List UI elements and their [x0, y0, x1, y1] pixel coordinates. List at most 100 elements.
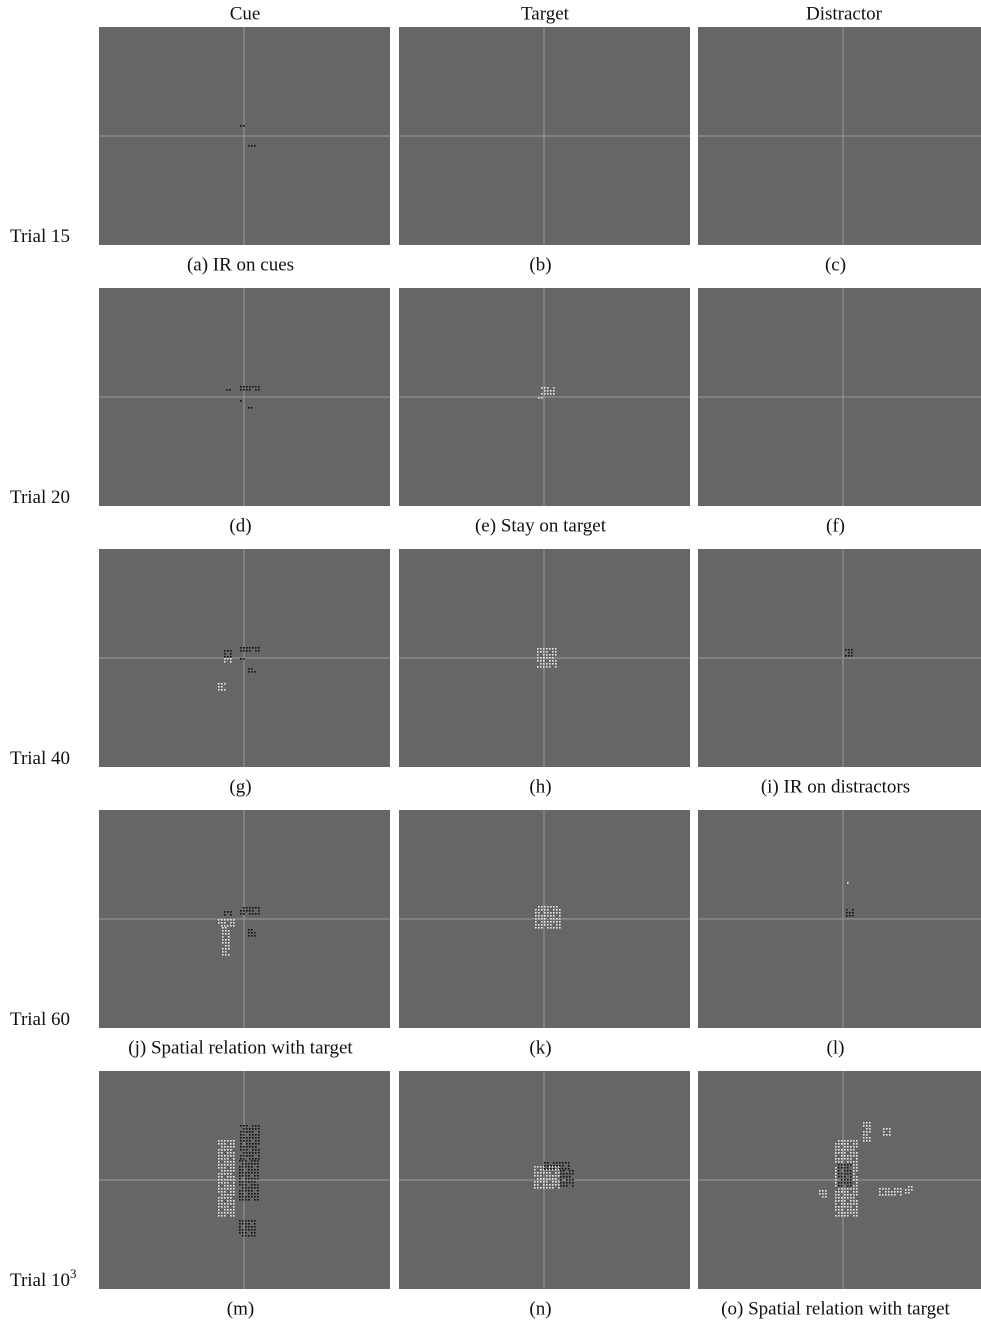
dot: [254, 1196, 256, 1198]
dot: [546, 1181, 548, 1183]
dot: [230, 1176, 232, 1178]
dot: [885, 1194, 887, 1196]
dot: [838, 1194, 840, 1196]
dot: [885, 1191, 887, 1193]
dot: [221, 1203, 223, 1205]
dot: [844, 1140, 846, 1142]
dot: [562, 1165, 564, 1167]
dot: [849, 912, 851, 914]
dot: [846, 912, 848, 914]
dot: [251, 668, 253, 670]
dot: [218, 1188, 220, 1190]
dot: [224, 1158, 226, 1160]
dot: [248, 1235, 250, 1237]
dot: [572, 1182, 574, 1184]
dot: [537, 1181, 539, 1183]
dot: [251, 671, 253, 673]
dot: [908, 1186, 910, 1188]
dot: [246, 650, 248, 652]
dot: [230, 650, 232, 652]
dot: [243, 1131, 245, 1133]
dot: [248, 1172, 250, 1174]
dot: [853, 1152, 855, 1154]
dot: [853, 1161, 855, 1163]
dot: [221, 1173, 223, 1175]
dot: [218, 1173, 220, 1175]
dot: [835, 1146, 837, 1148]
dot: [227, 1164, 229, 1166]
dot: [227, 1203, 229, 1205]
dot: [233, 1158, 235, 1160]
dot: [558, 1172, 560, 1174]
dot: [243, 1140, 245, 1142]
dot: [558, 1187, 560, 1189]
dot: [245, 1223, 247, 1225]
dot: [838, 1140, 840, 1142]
dot: [255, 1149, 257, 1151]
dot: [230, 1194, 232, 1196]
dot: [224, 1209, 226, 1211]
dot: [233, 1194, 235, 1196]
dot: [537, 1184, 539, 1186]
dot: [822, 1193, 824, 1195]
dot: [257, 1184, 259, 1186]
dot: [538, 927, 540, 929]
dot: [869, 1128, 871, 1130]
dot: [841, 1197, 843, 1199]
dot: [847, 1188, 849, 1190]
dot: [227, 1188, 229, 1190]
dot: [225, 948, 227, 950]
dot: [228, 939, 230, 941]
dot: [252, 1128, 254, 1130]
dot: [230, 1152, 232, 1154]
dot: [847, 1197, 849, 1199]
dot: [252, 1143, 254, 1145]
dot: [233, 1200, 235, 1202]
dot: [546, 1169, 548, 1171]
dot: [555, 1169, 557, 1171]
dot: [555, 1172, 557, 1174]
panel-caption: (f): [826, 515, 845, 536]
dot: [227, 1206, 229, 1208]
dot: [228, 933, 230, 935]
dot: [221, 1158, 223, 1160]
dot: [245, 1190, 247, 1192]
dot: [249, 907, 251, 909]
row-label-text: Trial 15: [10, 226, 70, 247]
dot: [847, 1173, 849, 1175]
dot: [540, 648, 542, 650]
dot: [240, 910, 242, 912]
dot: [243, 1137, 245, 1139]
dot: [856, 1152, 858, 1154]
dot: [543, 1169, 545, 1171]
dot: [255, 1152, 257, 1154]
dot: [224, 1182, 226, 1184]
dot: [549, 1166, 551, 1168]
dot: [257, 1178, 259, 1180]
dot: [572, 1170, 574, 1172]
dot: [252, 386, 254, 388]
dot: [850, 1152, 852, 1154]
dot: [537, 654, 539, 656]
dot: [844, 1206, 846, 1208]
dot: [566, 1179, 568, 1181]
dot: [230, 1203, 232, 1205]
dot: [838, 1161, 840, 1163]
dot: [254, 1226, 256, 1228]
dot: [239, 1181, 241, 1183]
dot: [251, 1187, 253, 1189]
dot: [254, 1223, 256, 1225]
dot: [853, 1188, 855, 1190]
dot: [248, 668, 250, 670]
dot: [243, 907, 245, 909]
dot: [563, 1182, 565, 1184]
panel-caption: (e) Stay on target: [475, 515, 607, 536]
dot: [252, 913, 254, 915]
dot: [224, 689, 226, 691]
dot: [850, 1176, 852, 1178]
dot: [224, 1194, 226, 1196]
dot: [540, 666, 542, 668]
dot: [563, 1185, 565, 1187]
dot: [835, 1167, 837, 1169]
